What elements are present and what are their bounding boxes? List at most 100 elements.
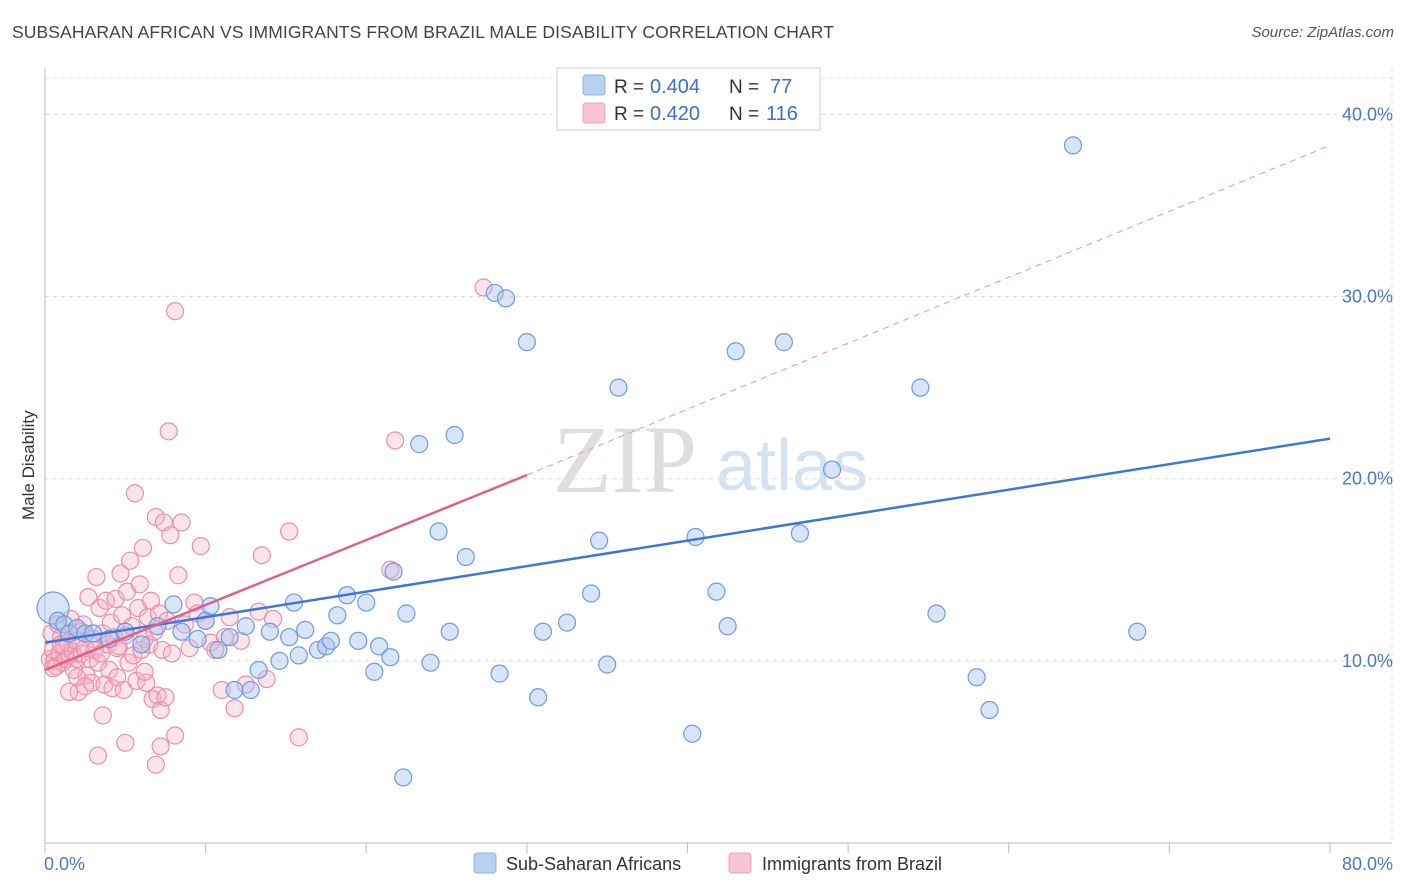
legend-n-label-1: N = (729, 77, 759, 98)
point-subsaharan-63 (790, 524, 810, 543)
point-subsaharan-61 (726, 342, 745, 361)
trend-lines (44, 144, 1331, 672)
point-subsaharan-37 (381, 648, 400, 667)
point-brazil-91 (225, 699, 244, 718)
point-subsaharan-67 (967, 668, 986, 687)
point-subsaharan-20 (241, 680, 260, 700)
point-brazil-79 (172, 513, 191, 532)
point-subsaharan-30 (321, 631, 341, 650)
point-brazil-113 (93, 706, 112, 725)
point-subsaharan-27 (296, 620, 315, 639)
series-immigrants-from-brazil (40, 278, 493, 774)
legend-r-value-1: 0.404 (650, 76, 700, 98)
point-subsaharan-47 (490, 664, 509, 683)
point-subsaharan-43 (440, 622, 459, 641)
point-subsaharan-19 (236, 617, 255, 636)
point-brazil-99 (289, 728, 308, 747)
point-subsaharan-49 (517, 333, 536, 352)
y-axis-title: Male Disability (19, 410, 38, 520)
point-brazil-77 (166, 302, 185, 321)
bottom-legend-label-blue: Sub-Saharan Africans (506, 854, 681, 874)
point-subsaharan-11 (164, 595, 183, 614)
point-brazil-104 (88, 746, 108, 765)
point-subsaharan-33 (349, 631, 368, 650)
y-tick-label-30: 30.0% (1342, 287, 1393, 307)
point-subsaharan-52 (557, 613, 577, 632)
point-subsaharan-38 (384, 562, 403, 581)
point-subsaharan-13 (188, 629, 207, 649)
x-tick-label-min: 0.0% (44, 854, 85, 874)
point-subsaharan-45 (456, 547, 475, 567)
point-brazil-84 (191, 537, 210, 556)
point-brazil-92 (231, 631, 251, 650)
point-brazil-78 (169, 566, 188, 585)
point-brazil-88 (212, 680, 231, 700)
point-subsaharan-58 (686, 527, 705, 547)
point-subsaharan-29 (316, 637, 336, 656)
legend-r-label-1: R = (614, 77, 644, 98)
point-brazil-41 (106, 589, 125, 609)
point-subsaharan-16 (209, 640, 228, 660)
point-subsaharan-31 (328, 606, 347, 625)
point-subsaharan-42 (429, 522, 448, 541)
watermark-zip: ZIP (553, 406, 697, 513)
point-brazil-109 (59, 682, 79, 701)
point-subsaharan-44 (445, 425, 464, 445)
point-brazil-53 (125, 484, 145, 503)
bottom-legend-label-pink: Immigrants from Brazil (762, 854, 942, 874)
point-subsaharan-40 (410, 435, 429, 454)
legend-r-label-2: R = (614, 104, 644, 125)
trend-line-brazil (44, 473, 528, 672)
series-legend: Sub-Saharan Africans Immigrants from Bra… (473, 852, 942, 874)
trend-line-brazil-extension (526, 144, 1331, 476)
point-subsaharan-36 (370, 637, 389, 656)
point-subsaharan-41 (421, 653, 440, 672)
point-subsaharan-59 (707, 582, 726, 601)
point-subsaharan-34 (357, 593, 376, 612)
point-brazil-24 (79, 588, 98, 607)
legend-n-value-2: 116 (766, 103, 798, 125)
x-tick-labels: 0.0% 80.0% (44, 854, 1393, 874)
legend-n-label-2: N = (729, 104, 759, 125)
series-sub-saharan-africans (36, 136, 1147, 787)
watermark: ZIP atlas (553, 406, 868, 513)
point-subsaharan-48 (496, 289, 516, 308)
legend-swatch-pink (582, 102, 606, 124)
point-subsaharan-9 (132, 635, 151, 654)
point-subsaharan-55 (598, 655, 617, 674)
point-brazil-105 (146, 755, 165, 774)
x-tick-label-max: 80.0% (1342, 854, 1393, 874)
point-subsaharan-54 (590, 531, 609, 550)
point-brazil-75 (161, 526, 180, 545)
point-subsaharan-21 (249, 660, 268, 680)
chart-source: Source: ZipAtlas.com (1251, 24, 1394, 41)
point-brazil-112 (76, 677, 95, 696)
point-subsaharan-22 (260, 622, 279, 641)
point-brazil-70 (153, 640, 172, 660)
y-tick-label-20: 20.0% (1342, 469, 1393, 489)
watermark-atlas: atlas (716, 426, 868, 506)
y-tick-labels: 10.0% 20.0% 30.0% 40.0% (1342, 104, 1393, 670)
legend-swatch-blue (582, 74, 606, 96)
point-subsaharan-56 (609, 378, 628, 397)
point-brazil-103 (116, 733, 135, 752)
point-subsaharan-51 (533, 622, 553, 641)
point-subsaharan-71 (394, 768, 413, 787)
point-subsaharan-68 (980, 700, 999, 720)
y-tick-label-40: 40.0% (1342, 104, 1393, 124)
point-subsaharan-39 (397, 604, 416, 623)
bottom-legend-swatch-blue (473, 852, 497, 874)
point-brazil-106 (151, 737, 170, 756)
point-subsaharan-26 (289, 646, 308, 665)
point-subsaharan-24 (280, 628, 299, 647)
point-subsaharan-66 (927, 604, 946, 623)
point-brazil-50 (121, 551, 140, 570)
point-brazil-46 (114, 680, 133, 700)
point-brazil-74 (159, 422, 178, 441)
point-brazil-39 (103, 679, 122, 698)
point-brazil-58 (133, 538, 153, 558)
point-subsaharan-53 (582, 584, 601, 603)
point-brazil-107 (166, 726, 185, 745)
